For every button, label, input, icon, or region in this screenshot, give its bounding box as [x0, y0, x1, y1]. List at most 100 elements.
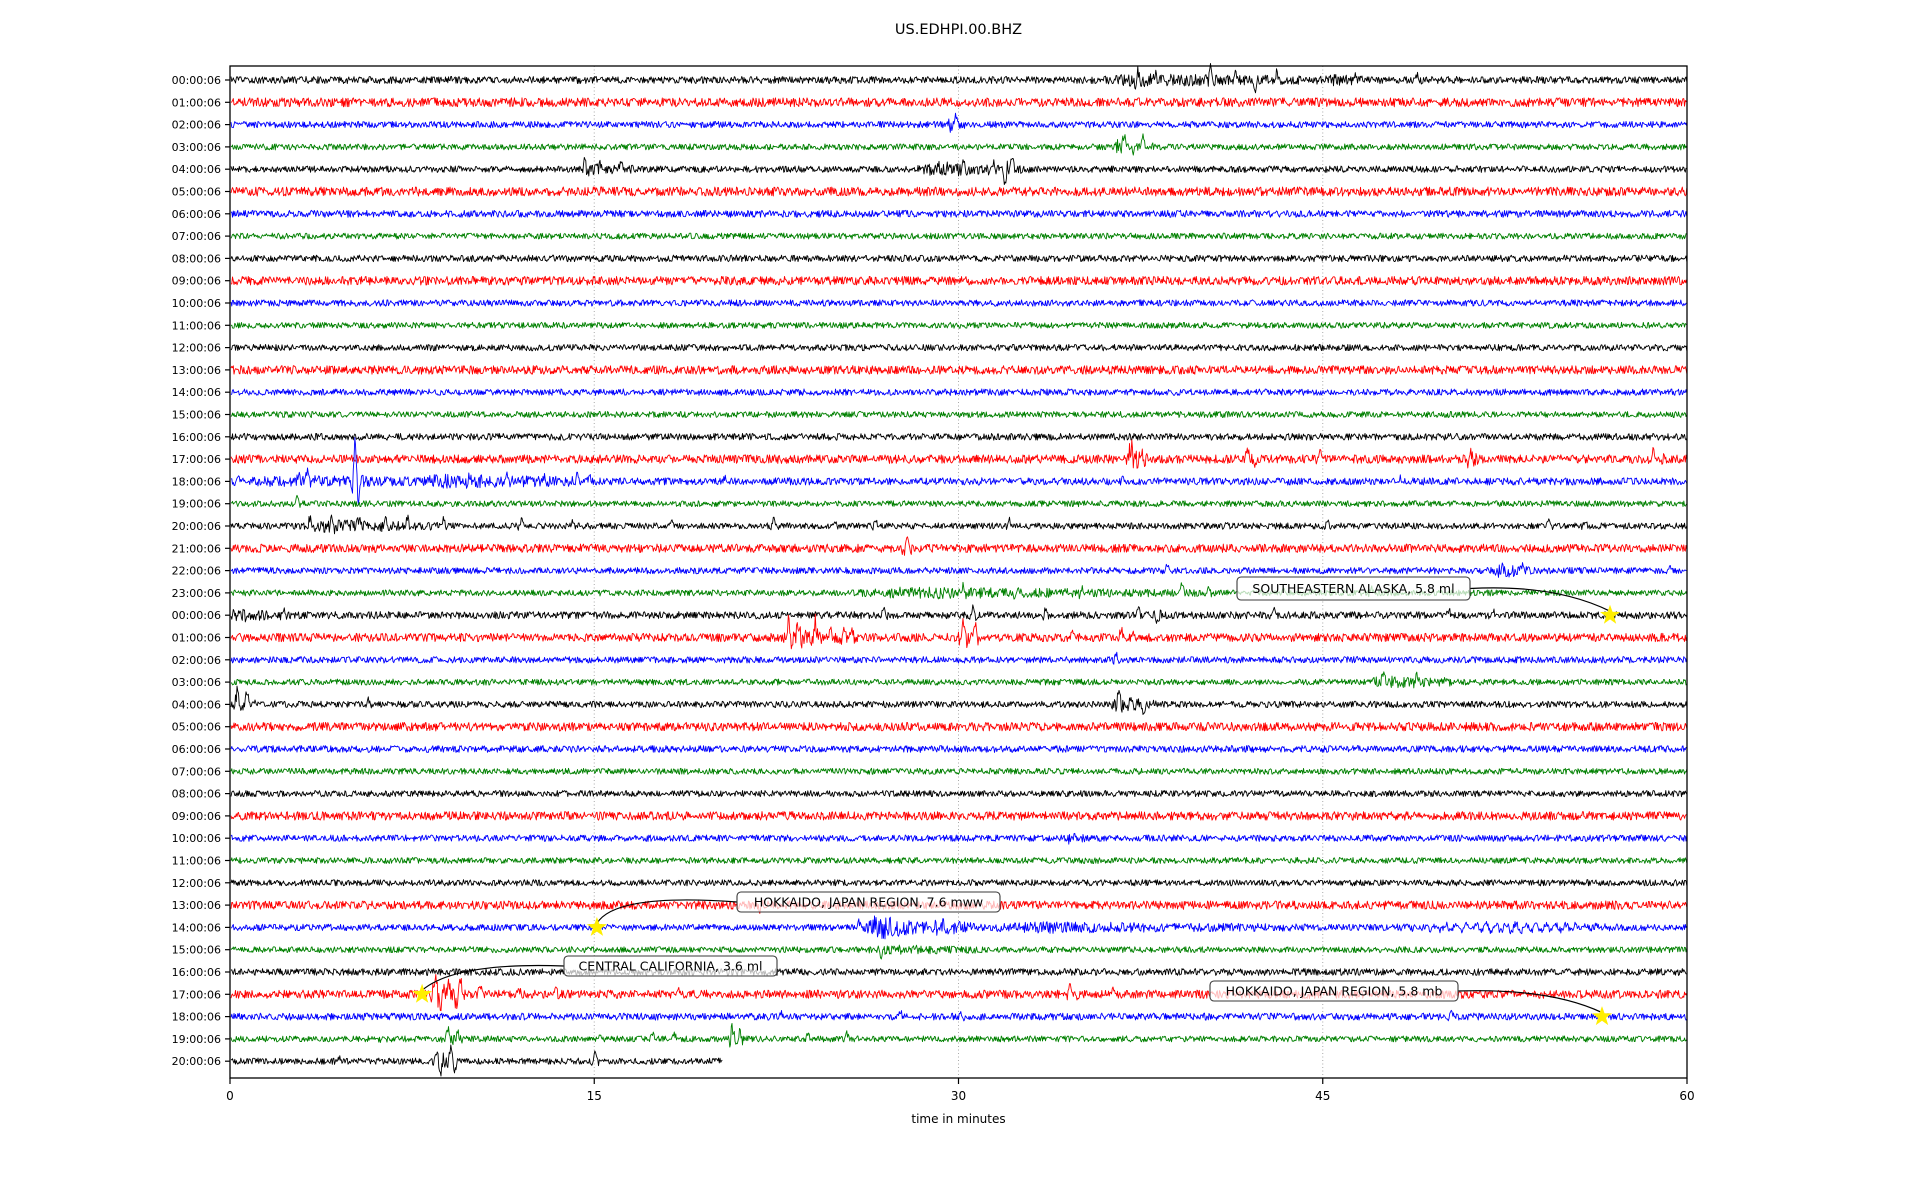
y-tick-label: 05:00:06: [172, 186, 221, 199]
y-tick-label: 17:00:06: [172, 453, 221, 466]
event-label-text: SOUTHEASTERN ALASKA, 5.8 ml: [1252, 581, 1454, 596]
y-tick-label: 12:00:06: [172, 877, 221, 890]
y-tick-label: 13:00:06: [172, 899, 221, 912]
trace-row-25-01:00:06: [230, 613, 1688, 650]
x-axis-label: time in minutes: [911, 1112, 1006, 1126]
x-tick-label: 15: [587, 1089, 602, 1103]
y-tick-label: 00:00:06: [172, 74, 221, 87]
trace-row-2-02:00:06: [230, 112, 1688, 133]
trace-row-27-03:00:06: [231, 671, 1688, 689]
y-tick-label: 14:00:06: [172, 921, 221, 934]
y-tick-label: 01:00:06: [172, 96, 221, 109]
trace-row-15-15:00:06: [230, 411, 1688, 418]
event-star-icon: [1600, 604, 1620, 624]
trace-row-8-08:00:06: [230, 254, 1688, 263]
event-connector-line: [1457, 990, 1603, 1014]
y-tick-label: 14:00:06: [172, 386, 221, 399]
trace-row-20-20:00:06: [230, 514, 1688, 535]
y-tick-label: 18:00:06: [172, 1011, 221, 1024]
trace-row-44-20:00:06: [230, 1044, 723, 1077]
trace-row-18-18:00:06: [230, 437, 1688, 506]
y-tick-label: 16:00:06: [172, 431, 221, 444]
y-tick-label: 09:00:06: [172, 810, 221, 823]
trace-row-24-00:00:06: [230, 604, 1688, 624]
y-tick-label: 12:00:06: [172, 342, 221, 355]
trace-row-6-06:00:06: [230, 209, 1688, 218]
y-tick-label: 05:00:06: [172, 721, 221, 734]
y-tick-label: 19:00:06: [172, 1033, 221, 1046]
y-tick-label: 01:00:06: [172, 632, 221, 645]
y-tick-label: 03:00:06: [172, 676, 221, 689]
trace-row-26-02:00:06: [230, 651, 1688, 665]
trace-row-11-11:00:06: [230, 321, 1688, 329]
trace-row-43-19:00:06: [230, 1022, 1688, 1048]
trace-row-3-03:00:06: [230, 133, 1688, 156]
trace-row-0-00:00:06: [230, 63, 1688, 94]
x-tick-label: 60: [1679, 1089, 1694, 1103]
trace-row-30-06:00:06: [230, 745, 1688, 753]
trace-row-29-05:00:06: [230, 721, 1688, 732]
trace-row-16-16:00:06: [230, 432, 1688, 441]
trace-row-1-01:00:06: [230, 97, 1688, 108]
y-tick-label: 11:00:06: [172, 855, 221, 868]
trace-row-10-10:00:06: [230, 299, 1687, 307]
trace-row-12-12:00:06: [230, 343, 1688, 352]
y-tick-label: 10:00:06: [172, 297, 221, 310]
x-tick-label: 30: [951, 1089, 966, 1103]
trace-row-5-05:00:06: [230, 186, 1688, 197]
y-tick-label: 09:00:06: [172, 275, 221, 288]
y-tick-label: 16:00:06: [172, 966, 221, 979]
y-tick-label: 02:00:06: [172, 119, 221, 132]
trace-row-13-13:00:06: [230, 365, 1688, 375]
trace-row-21-21:00:06: [230, 536, 1688, 556]
trace-row-14-14:00:06: [230, 388, 1688, 396]
y-tick-label: 18:00:06: [172, 475, 221, 488]
y-tick-label: 08:00:06: [172, 252, 221, 265]
y-tick-label: 10:00:06: [172, 832, 221, 845]
y-tick-label: 08:00:06: [172, 788, 221, 801]
trace-row-4-04:00:06: [230, 156, 1688, 186]
y-tick-label: 02:00:06: [172, 654, 221, 667]
y-tick-label: 11:00:06: [172, 319, 221, 332]
event-label-box: [736, 891, 1001, 913]
event-label-box: [1209, 980, 1459, 1002]
y-tick-label: 15:00:06: [172, 409, 221, 422]
event-label-box: [1236, 576, 1471, 601]
x-tick-label: 45: [1315, 1089, 1330, 1103]
plot-title: US.EDHPI.00.BHZ: [894, 22, 1023, 38]
event-connector-line: [596, 899, 738, 924]
trace-row-7-07:00:06: [230, 232, 1687, 240]
y-tick-label: 07:00:06: [172, 230, 221, 243]
y-tick-label: 06:00:06: [172, 743, 221, 756]
event-label-text: CENTRAL CALIFORNIA, 3.6 ml: [579, 959, 763, 974]
trace-row-22-22:00:06: [230, 562, 1687, 578]
event-star-icon: [412, 983, 433, 1003]
trace-row-39-15:00:06: [230, 944, 1688, 960]
trace-row-38-14:00:06: [230, 915, 1688, 940]
y-tick-label: 20:00:06: [172, 520, 221, 533]
trace-row-35-11:00:06: [230, 857, 1688, 864]
y-tick-label: 17:00:06: [172, 988, 221, 1001]
trace-row-28-04:00:06: [230, 685, 1688, 716]
trace-row-40-16:00:06: [230, 968, 1687, 976]
x-tick-label: 0: [226, 1089, 234, 1103]
y-tick-label: 19:00:06: [172, 498, 221, 511]
y-tick-label: 23:00:06: [172, 587, 221, 600]
trace-row-17-17:00:06: [230, 439, 1688, 469]
event-connector-line: [421, 964, 565, 991]
y-tick-label: 21:00:06: [172, 542, 221, 555]
y-tick-label: 04:00:06: [172, 698, 221, 711]
trace-row-33-09:00:06: [230, 811, 1687, 821]
y-tick-label: 15:00:06: [172, 944, 221, 957]
y-tick-label: 00:00:06: [172, 609, 221, 622]
event-connector-line: [1469, 587, 1611, 612]
event-label-text: HOKKAIDO, JAPAN REGION, 7.6 mww: [754, 895, 983, 910]
event-label-text: HOKKAIDO, JAPAN REGION, 5.8 mb: [1226, 984, 1443, 999]
trace-row-9-09:00:06: [230, 275, 1688, 286]
y-tick-label: 07:00:06: [172, 765, 221, 778]
trace-row-42-18:00:06: [230, 1009, 1688, 1022]
event-star-icon: [586, 916, 607, 936]
y-tick-label: 20:00:06: [172, 1055, 221, 1068]
trace-row-36-12:00:06: [230, 879, 1688, 887]
